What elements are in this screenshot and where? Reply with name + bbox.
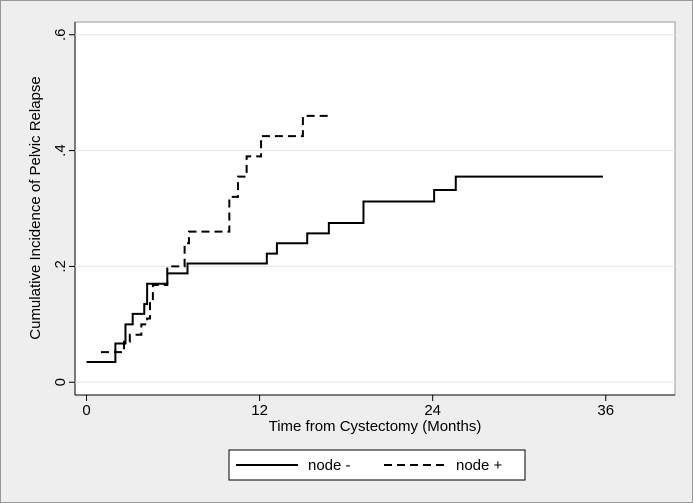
x-tick-label: 36 <box>597 402 614 419</box>
x-tick-label: 12 <box>251 402 268 419</box>
x-axis-label: Time from Cystectomy (Months) <box>269 418 482 435</box>
step-line <box>86 175 603 363</box>
y-tick-label: .6 <box>52 28 69 41</box>
plot-area <box>74 21 676 396</box>
step-line <box>100 114 332 354</box>
legend-label: node + <box>456 457 503 474</box>
y-tick-label: 0 <box>52 378 69 386</box>
y-tick-label: .4 <box>52 144 69 157</box>
y-tick-label: .2 <box>52 260 69 273</box>
x-tick-label: 0 <box>82 402 90 419</box>
y-axis-label: Cumulative Incidence of Pelvic Relapse <box>27 76 44 339</box>
x-tick-label: 24 <box>424 402 441 419</box>
legend-label: node - <box>308 457 351 474</box>
